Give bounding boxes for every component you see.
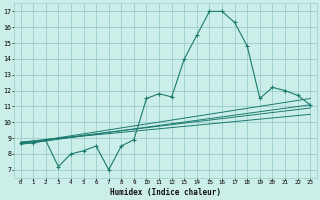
X-axis label: Humidex (Indice chaleur): Humidex (Indice chaleur) — [110, 188, 221, 197]
